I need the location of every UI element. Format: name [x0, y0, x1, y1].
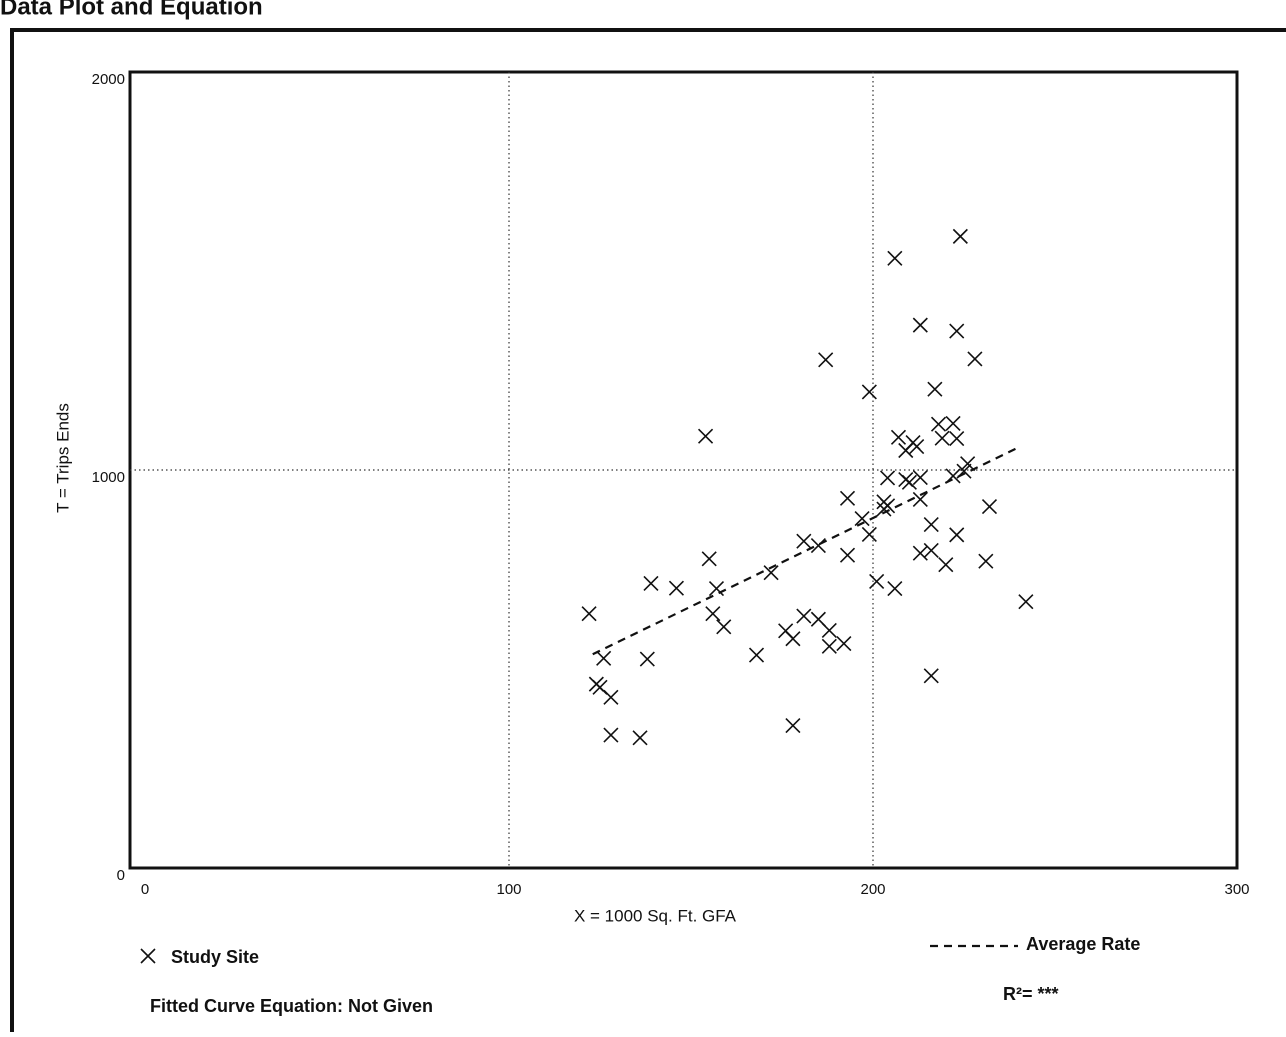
- study-site-point: [891, 430, 905, 444]
- study-site-point: [932, 417, 946, 431]
- study-site-point: [786, 632, 800, 646]
- study-site-point: [822, 623, 836, 637]
- study-site-point: [841, 491, 855, 505]
- page: {"chart_data": { "type": "scatter", "tit…: [0, 0, 1286, 1032]
- study-site-point: [797, 609, 811, 623]
- study-site-point: [979, 554, 993, 568]
- chart: Data Plot and Equation X = 1000 Sq. Ft. …: [0, 0, 1286, 1032]
- study-site-point: [717, 620, 731, 634]
- study-site-point: [633, 731, 647, 745]
- study-site-point: [946, 416, 960, 430]
- study-site-point: [702, 552, 716, 566]
- study-site-point: [924, 543, 938, 557]
- study-site-point: [924, 518, 938, 532]
- study-site-point: [669, 581, 683, 595]
- study-site-point: [837, 637, 851, 651]
- y-tick-label: 0: [117, 867, 125, 884]
- study-site-point: [786, 719, 800, 733]
- study-site-point: [699, 429, 713, 443]
- study-site-point: [841, 548, 855, 562]
- study-site-point: [1019, 595, 1033, 609]
- frame: [12, 30, 1286, 1032]
- study-site-point: [604, 690, 618, 704]
- x-tick-label: 300: [1224, 881, 1249, 898]
- study-site-point: [640, 652, 654, 666]
- study-site-point: [913, 471, 927, 485]
- study-site-point: [870, 574, 884, 588]
- study-site-point: [819, 353, 833, 367]
- study-site-point: [928, 382, 942, 396]
- study-site-point: [950, 528, 964, 542]
- y-axis-label: T = Trips Ends: [53, 403, 72, 513]
- legend-label: Average Rate: [1026, 934, 1140, 954]
- study-site-point: [862, 385, 876, 399]
- study-site-point: [968, 352, 982, 366]
- study-site-point: [822, 639, 836, 653]
- equation-note: Fitted Curve Equation: Not Given: [150, 996, 433, 1016]
- study-site-point: [935, 431, 949, 445]
- study-site-point: [881, 471, 895, 485]
- study-site-point: [924, 669, 938, 683]
- chart-title: Data Plot and Equation: [0, 0, 263, 20]
- study-site-point: [862, 527, 876, 541]
- x-tick-label: 100: [496, 881, 521, 898]
- study-site-point: [811, 539, 825, 553]
- study-site-point: [950, 324, 964, 338]
- r-squared-note: R²= ***: [1003, 984, 1059, 1004]
- x-tick-label: 0: [141, 881, 149, 898]
- study-site-point: [582, 607, 596, 621]
- study-site-point: [939, 558, 953, 572]
- x-axis-label: X = 1000 Sq. Ft. GFA: [574, 906, 737, 925]
- study-site-point: [953, 229, 967, 243]
- study-site-point: [888, 251, 902, 265]
- study-site-point: [604, 728, 618, 742]
- study-site-point: [709, 582, 723, 596]
- y-tick-label: 2000: [92, 71, 125, 88]
- study-site-point: [597, 651, 611, 665]
- study-site-point: [899, 443, 913, 457]
- study-site-point: [950, 432, 964, 446]
- study-site-point: [910, 440, 924, 454]
- legend-label: Study Site: [171, 947, 259, 967]
- study-site-point: [706, 607, 720, 621]
- study-site-point: [982, 500, 996, 514]
- study-site-point: [888, 582, 902, 596]
- study-site-point: [913, 318, 927, 332]
- y-tick-label: 1000: [92, 469, 125, 486]
- study-site-point: [797, 534, 811, 548]
- study-site-point: [750, 648, 764, 662]
- study-site-point: [644, 576, 658, 590]
- legend-marker: [141, 949, 155, 963]
- study-site-point: [913, 546, 927, 560]
- x-tick-label: 200: [860, 881, 885, 898]
- study-site-point: [902, 475, 916, 489]
